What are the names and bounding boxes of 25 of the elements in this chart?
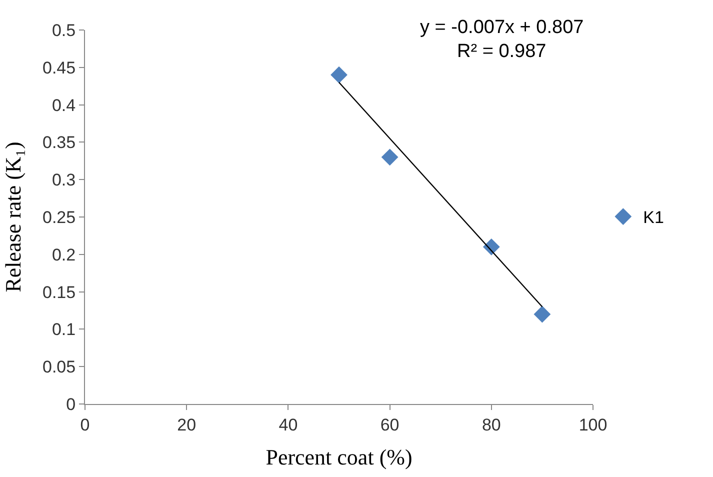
x-tick-label: 100 (578, 415, 608, 434)
y-tick-label: 0.2 (52, 245, 76, 264)
x-tick-label: 0 (80, 415, 90, 434)
y-tick-label: 0.1 (52, 320, 76, 340)
y-axis-title: Release rate (K₁) (0, 142, 26, 292)
y-tick-label: 0.45 (42, 58, 76, 78)
point (381, 148, 398, 166)
y-tick-label: 0.4 (52, 96, 76, 115)
y-tick-label: 0.5 (52, 20, 76, 40)
x-tick-label: 80 (482, 415, 501, 434)
y-tick-label: 0.3 (52, 170, 76, 190)
annotation: R² = 0.987 (457, 41, 546, 62)
x-axis-title: Percent coat (%) (266, 444, 412, 470)
y-tick-label: 0.05 (42, 358, 76, 377)
x-tick-label: 60 (380, 415, 400, 434)
point (534, 306, 551, 323)
y-tick-label: 0.15 (42, 282, 76, 302)
annotation: y = -0.007x + 0.807 (420, 17, 584, 38)
y-tick-label: 0 (66, 394, 76, 414)
x-tick-label: 40 (278, 415, 298, 434)
legend-label: K1 (643, 208, 664, 228)
y-tick-label: 0.25 (42, 208, 76, 227)
point (330, 66, 348, 84)
x-tick-label: 20 (177, 415, 196, 434)
y-tick-label: 0.35 (42, 133, 76, 152)
